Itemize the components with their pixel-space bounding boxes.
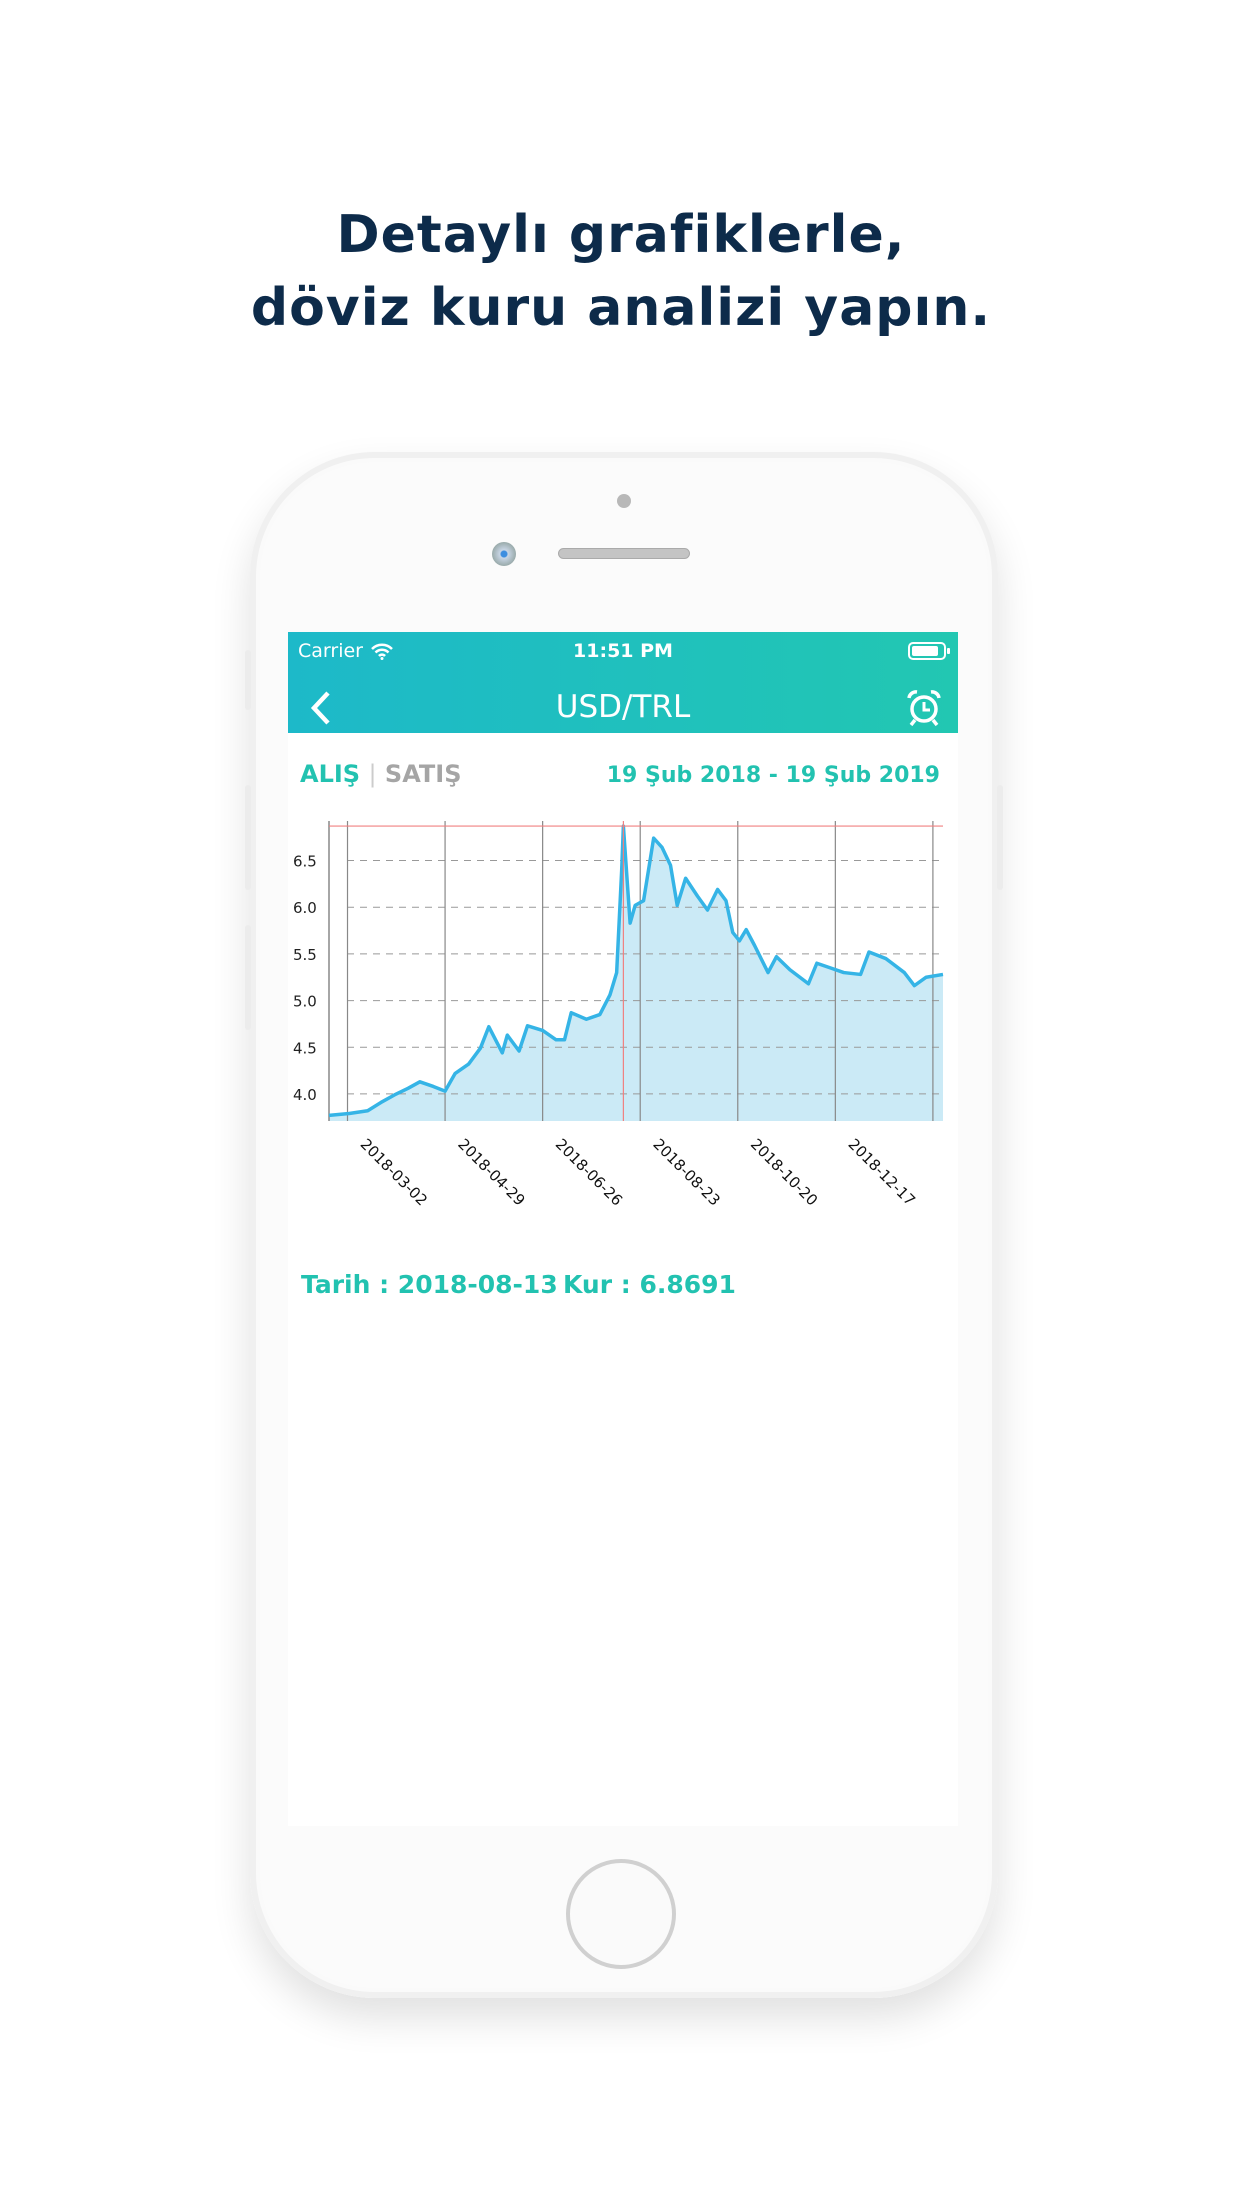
x-tick-label: 2018-10-20: [747, 1135, 821, 1209]
headline-line-2: döviz kuru analizi yapın.: [250, 278, 992, 338]
front-camera: [492, 542, 516, 566]
series-line: [328, 824, 944, 1118]
x-tick-label: 2018-06-26: [552, 1135, 626, 1209]
status-time: 11:51 PM: [573, 640, 673, 662]
selected-rate: Kur : 6.8691: [563, 1270, 736, 1299]
x-tick-label: 2018-04-29: [454, 1135, 528, 1209]
power-button: [997, 785, 1003, 890]
proximity-sensor: [617, 494, 631, 508]
y-tick-label: 4.5: [293, 1039, 317, 1057]
date-range[interactable]: 19 Şub 2018 - 19 Şub 2019: [606, 763, 940, 788]
earpiece-speaker: [558, 548, 690, 559]
x-tick-label: 2018-08-23: [649, 1135, 723, 1209]
rate-chart[interactable]: 4.0 4.5 5.0 5.5 6.0 6.5 2018-03-02 2018-04-29 20…: [288, 812, 958, 1262]
tab-satis[interactable]: SATIŞ: [384, 760, 462, 788]
nav-title: USD/TRL: [555, 689, 691, 725]
y-tick-label: 6.0: [293, 899, 317, 917]
tab-alis[interactable]: ALIŞ: [300, 760, 361, 788]
volume-up-button: [245, 785, 251, 890]
back-chevron-icon[interactable]: [308, 690, 334, 726]
y-tick-label: 6.5: [293, 853, 317, 871]
y-tick-label: 4.0: [293, 1086, 317, 1104]
battery-icon: [908, 642, 950, 660]
x-tick-label: 2018-03-02: [357, 1135, 431, 1209]
y-tick-label: 5.0: [293, 993, 317, 1011]
x-tick-label: 2018-12-17: [845, 1135, 919, 1209]
buy-sell-tabs: ALIŞ | SATIŞ: [300, 760, 462, 788]
home-button[interactable]: [566, 1859, 676, 1969]
y-tick-label: 5.5: [293, 946, 317, 964]
app-screen: Carrier 11:51 PM USD/TRL ALIŞ | SATIŞ 19…: [288, 632, 958, 1826]
carrier-label: Carrier: [298, 640, 363, 662]
headline-line-1: Detaylı grafiklerle,: [336, 205, 906, 265]
volume-down-button: [245, 925, 251, 1030]
wifi-icon: [371, 643, 393, 660]
mute-switch: [245, 650, 251, 710]
selected-date: Tarih : 2018-08-13: [301, 1270, 558, 1299]
tab-separator: |: [368, 760, 377, 788]
alarm-clock-icon[interactable]: [906, 689, 942, 727]
nav-bar: Carrier 11:51 PM USD/TRL: [288, 632, 958, 733]
